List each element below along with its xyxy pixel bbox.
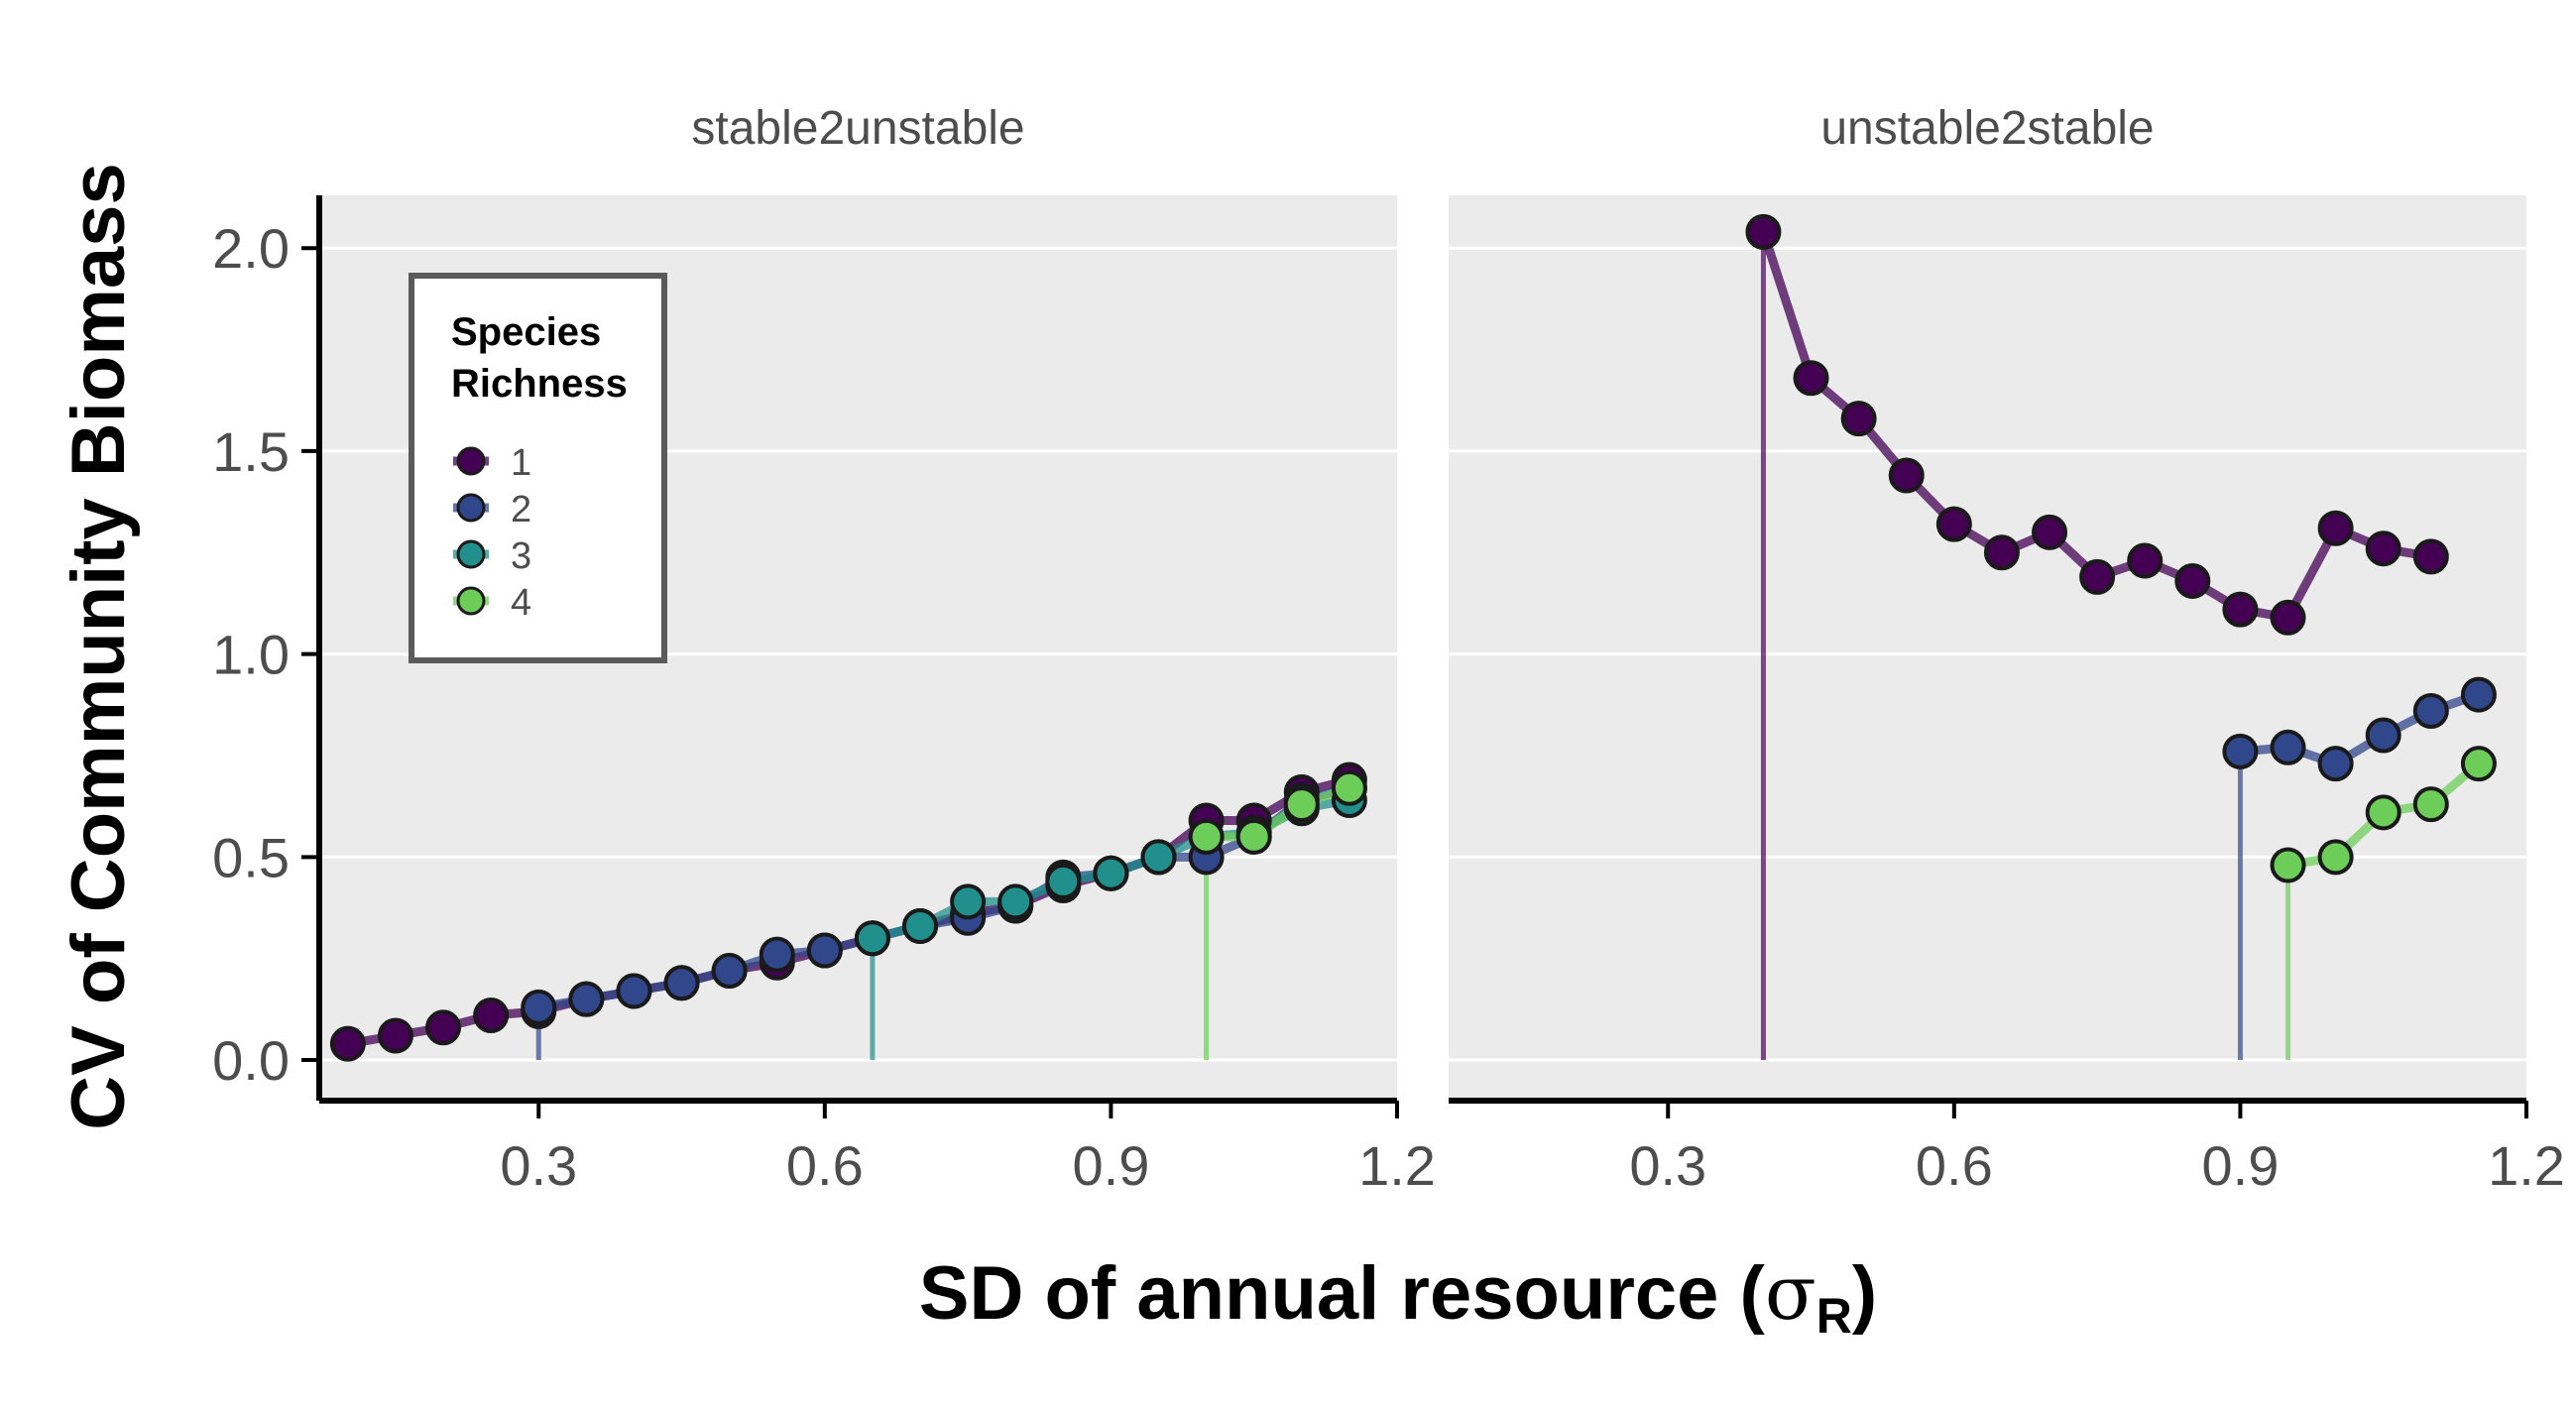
data-point-series-1 <box>425 1009 462 1046</box>
data-point-series-2 <box>568 981 605 1017</box>
data-point-series-2 <box>2317 746 2354 782</box>
legend-key-point-2 <box>456 493 486 523</box>
legend-label-1: 1 <box>511 442 531 484</box>
y-tick-label-1.0: 1.0 <box>212 624 290 686</box>
data-point-series-3 <box>854 920 890 957</box>
panel-title-stable2unstable: stable2unstable <box>691 102 1024 155</box>
x-tick-label-0.9: 0.9 <box>2201 1134 2279 1197</box>
data-point-series-2 <box>759 936 795 973</box>
data-point-series-4 <box>2317 839 2354 876</box>
legend-title-line2: Richness <box>451 362 628 406</box>
data-point-series-1 <box>2174 562 2211 599</box>
data-point-series-1 <box>1793 360 1829 397</box>
data-point-series-1 <box>1840 401 1877 437</box>
panel-title-unstable2stable: unstable2stable <box>1820 102 2154 155</box>
panel-unstable2stable: unstable2stable 0.3 0.6 0.9 1.2 <box>1449 102 2565 1197</box>
panel-stable2unstable: stable2unstable 0.3 0.6 0.9 1.2 <box>319 102 1436 1197</box>
data-point-series-2 <box>2365 717 2401 754</box>
data-point-series-2 <box>2222 733 2259 769</box>
x-axis-title-main: SD of annual resource ( <box>919 1251 1766 1336</box>
data-point-series-4 <box>1331 769 1367 806</box>
data-point-series-1 <box>1983 534 2020 571</box>
y-axis-title: CV of Community Biomass <box>57 163 141 1129</box>
x-axis-title-symbol: σ <box>1765 1248 1816 1337</box>
data-point-series-1 <box>2079 558 2116 595</box>
y-tick-label-0.5: 0.5 <box>212 826 290 888</box>
data-point-series-1 <box>2412 538 2449 575</box>
x-axis-title-subscript: R <box>1816 1288 1852 1344</box>
data-point-series-1 <box>1888 457 1925 494</box>
data-point-series-3 <box>1045 863 1082 899</box>
y-tick-label-0.0: 0.0 <box>212 1029 290 1092</box>
panel-background <box>1449 195 2526 1101</box>
data-point-series-4 <box>2460 746 2497 782</box>
data-point-series-4 <box>1188 818 1225 855</box>
legend-box <box>409 273 667 663</box>
data-point-series-4 <box>2365 794 2401 831</box>
x-tick-label-0.9: 0.9 <box>1072 1134 1149 1197</box>
x-tick-label-0.6: 0.6 <box>1916 1134 1993 1197</box>
data-point-series-1 <box>2317 510 2354 546</box>
data-point-series-1 <box>2032 514 2068 550</box>
data-point-series-3 <box>1093 855 1129 891</box>
data-point-series-3 <box>997 883 1034 920</box>
legend-key-point-4 <box>456 586 486 616</box>
data-point-series-3 <box>950 883 987 920</box>
legend: Species Richness 1 2 3 4 <box>409 273 667 663</box>
x-tick-label-1.2: 1.2 <box>1358 1134 1436 1197</box>
data-point-series-1 <box>2365 530 2401 567</box>
x-tick-label-0.3: 0.3 <box>500 1134 577 1197</box>
legend-label-2: 2 <box>511 489 531 530</box>
data-point-series-4 <box>1283 786 1320 823</box>
data-point-series-2 <box>2270 729 2306 765</box>
data-point-series-2 <box>2412 692 2449 729</box>
legend-title-line1: Species <box>451 310 601 354</box>
legend-label-4: 4 <box>511 582 531 624</box>
data-point-series-1 <box>1745 213 1782 250</box>
data-point-series-2 <box>806 932 843 969</box>
legend-label-3: 3 <box>511 535 531 577</box>
data-point-series-4 <box>1235 818 1272 855</box>
x-tick-label-0.6: 0.6 <box>786 1134 864 1197</box>
y-tick-label-2.0: 2.0 <box>212 217 290 280</box>
y-tick-label-1.5: 1.5 <box>212 420 290 483</box>
data-point-series-2 <box>711 952 748 989</box>
data-point-series-3 <box>902 907 939 944</box>
data-point-series-1 <box>2222 591 2259 628</box>
series-line-4 <box>1206 783 1351 842</box>
data-point-series-1 <box>473 998 510 1034</box>
data-point-series-4 <box>2270 847 2306 883</box>
data-point-series-1 <box>329 1025 366 1062</box>
x-axis-title: SD of annual resource (σR) <box>919 1248 1877 1344</box>
x-axis-title-close: ) <box>1852 1251 1877 1336</box>
legend-key-point-1 <box>456 446 486 476</box>
data-point-series-3 <box>1140 839 1177 876</box>
data-point-series-2 <box>616 973 652 1009</box>
data-point-series-1 <box>1935 506 1972 542</box>
x-tick-label-0.3: 0.3 <box>1629 1134 1706 1197</box>
data-point-series-1 <box>2270 599 2306 636</box>
data-point-series-4 <box>2412 786 2449 823</box>
legend-key-point-3 <box>456 539 486 569</box>
legend-entries: 1 2 3 4 <box>453 442 531 624</box>
data-point-series-1 <box>2127 542 2164 579</box>
x-tick-label-1.2: 1.2 <box>2488 1134 2565 1197</box>
data-point-series-1 <box>377 1017 413 1054</box>
data-point-series-2 <box>2460 676 2497 713</box>
data-point-series-2 <box>521 989 557 1025</box>
y-ticks: 0.0 0.5 1.0 1.5 2.0 <box>212 195 322 1101</box>
data-point-series-2 <box>663 965 700 1001</box>
